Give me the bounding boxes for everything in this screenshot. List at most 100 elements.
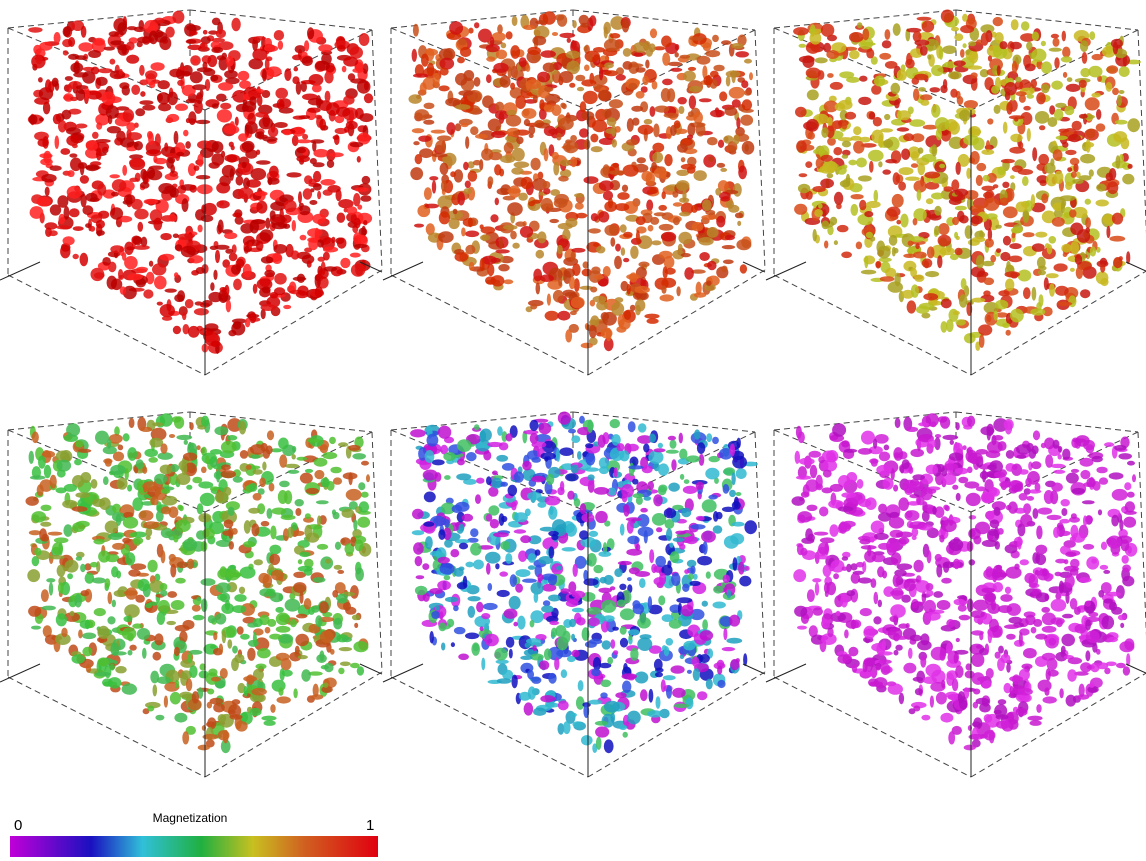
cluster-blob: [998, 290, 1009, 296]
cluster-blob: [558, 412, 571, 425]
cluster-blob: [531, 158, 541, 171]
cluster-blob: [264, 270, 275, 278]
cluster-blob: [269, 166, 279, 178]
cluster-blob: [56, 613, 67, 626]
cluster-blob: [491, 258, 501, 263]
cluster-blob: [205, 79, 210, 91]
cluster-blob: [808, 132, 815, 140]
cluster-blob: [593, 657, 601, 670]
cluster-blob: [196, 175, 210, 179]
cluster-blob: [668, 62, 683, 66]
cluster-blob: [445, 597, 458, 602]
cluster-blob: [675, 531, 686, 535]
cluster-blob: [92, 577, 106, 583]
cluster-blob: [862, 28, 869, 40]
cluster-blob: [155, 715, 164, 721]
cluster-blob: [116, 571, 121, 579]
cluster-blob: [588, 700, 602, 705]
cluster-blob: [588, 617, 600, 626]
cluster-blob: [677, 143, 688, 152]
cluster-blob: [475, 494, 481, 504]
cluster-blob: [148, 560, 158, 573]
cluster-blob: [934, 206, 941, 216]
cluster-blob: [455, 104, 471, 110]
cluster-blob: [697, 691, 707, 700]
cluster-blob: [212, 141, 224, 153]
cluster-blob: [903, 254, 915, 258]
cluster-blob: [591, 213, 599, 221]
cluster-blob: [658, 443, 663, 448]
cluster-blob: [615, 126, 621, 133]
cluster-blob: [247, 113, 256, 125]
cluster-blob: [684, 267, 694, 279]
cluster-blob: [566, 218, 578, 228]
cluster-blob: [419, 148, 433, 158]
cluster-blob: [318, 44, 332, 52]
cluster-blob: [658, 205, 667, 211]
cluster-blob: [822, 221, 830, 230]
cluster-blob: [526, 83, 530, 91]
cluster-blob: [600, 577, 607, 584]
cluster-blob: [729, 615, 740, 627]
cluster-blob: [238, 187, 253, 199]
cluster-blob: [102, 257, 111, 266]
cluster-blob: [211, 341, 221, 348]
cluster-blob: [231, 264, 241, 275]
cluster-blob: [560, 447, 574, 456]
cluster-blob: [186, 39, 197, 44]
cluster-blob: [622, 19, 629, 33]
cluster-blob: [28, 606, 41, 617]
cluster-blob: [323, 247, 338, 253]
cluster-blob: [726, 76, 731, 87]
cluster-blob: [532, 442, 547, 448]
cluster-blob: [493, 63, 508, 73]
cluster-blob: [1010, 42, 1022, 50]
cluster-blob: [153, 684, 158, 696]
cluster-blob: [723, 628, 727, 640]
cluster-blob: [996, 248, 1001, 253]
cluster-blob: [908, 241, 914, 246]
cluster-blob: [547, 294, 551, 306]
cluster-blob: [1035, 232, 1047, 238]
cluster-blob: [438, 529, 445, 540]
cluster-blob: [654, 659, 663, 671]
cluster-blob: [323, 682, 328, 688]
cluster-blob: [342, 66, 347, 73]
cluster-blob: [706, 679, 713, 690]
cluster-blob: [279, 454, 287, 467]
cluster-blob: [1053, 149, 1063, 161]
cluster-blob: [49, 555, 64, 559]
cluster-blob: [124, 242, 134, 255]
cluster-blob: [320, 630, 334, 643]
cluster-blob: [1038, 680, 1052, 692]
cluster-blob: [253, 284, 258, 294]
cluster-blob: [964, 100, 978, 109]
cluster-blob: [721, 40, 731, 45]
cluster-blob: [1031, 194, 1035, 207]
cluster-blob: [1005, 279, 1014, 291]
cluster-blob: [833, 573, 839, 579]
cluster-blob: [1053, 470, 1065, 474]
cluster-blob: [939, 247, 955, 255]
cluster-blob: [858, 97, 871, 105]
cluster-blob: [723, 260, 734, 265]
cluster-blob: [262, 69, 267, 82]
cluster-blob: [94, 608, 106, 616]
cluster-blob: [917, 17, 932, 21]
cluster-blob: [217, 55, 225, 60]
cluster-blob: [964, 745, 976, 751]
cluster-blob: [995, 300, 1008, 310]
cluster-blob: [655, 106, 670, 113]
cluster-blob: [430, 631, 434, 643]
cluster-blob: [523, 25, 535, 30]
cluster-blob: [651, 564, 657, 573]
cluster-blob: [355, 187, 369, 192]
cluster-blob: [197, 445, 201, 450]
cluster-blob: [715, 188, 721, 196]
cluster-blob: [317, 544, 328, 550]
cluster-blob: [124, 256, 138, 269]
cluster-blob: [85, 165, 100, 170]
cluster-blob: [129, 645, 136, 651]
cluster-blob: [876, 261, 881, 268]
cluster-blob: [322, 452, 337, 459]
